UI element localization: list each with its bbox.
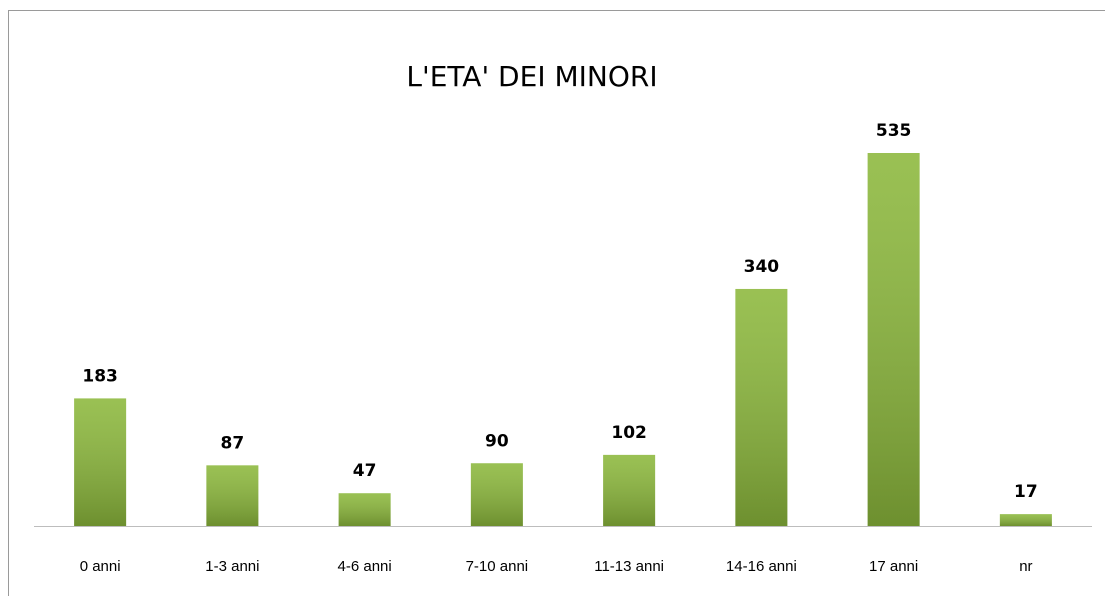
x-tick-label: 0 anni [80, 558, 121, 575]
data-label: 90 [485, 431, 509, 451]
bar [470, 463, 523, 526]
x-tick-label: 14-16 anni [726, 558, 797, 575]
bar [74, 398, 127, 526]
x-tick-label: 17 anni [869, 558, 918, 575]
x-tick-label: 11-13 anni [594, 558, 664, 575]
bar [867, 153, 920, 526]
data-label: 535 [876, 121, 912, 141]
bar [338, 493, 391, 526]
bar [735, 288, 788, 526]
x-tick-label: 4-6 anni [338, 558, 392, 575]
data-label: 17 [1014, 482, 1038, 502]
x-tick-label: 7-10 anni [466, 558, 529, 575]
x-tick-label: nr [1019, 558, 1032, 575]
data-label: 340 [744, 257, 780, 277]
data-label: 87 [221, 433, 245, 453]
bar [206, 465, 259, 526]
bar [999, 514, 1052, 526]
x-tick-label: 1-3 anni [205, 558, 259, 575]
data-label: 183 [82, 366, 118, 386]
data-label: 102 [611, 423, 647, 443]
data-label: 47 [353, 461, 377, 481]
chart-title: L'ETA' DEI MINORI [406, 60, 657, 93]
bar [603, 454, 656, 526]
